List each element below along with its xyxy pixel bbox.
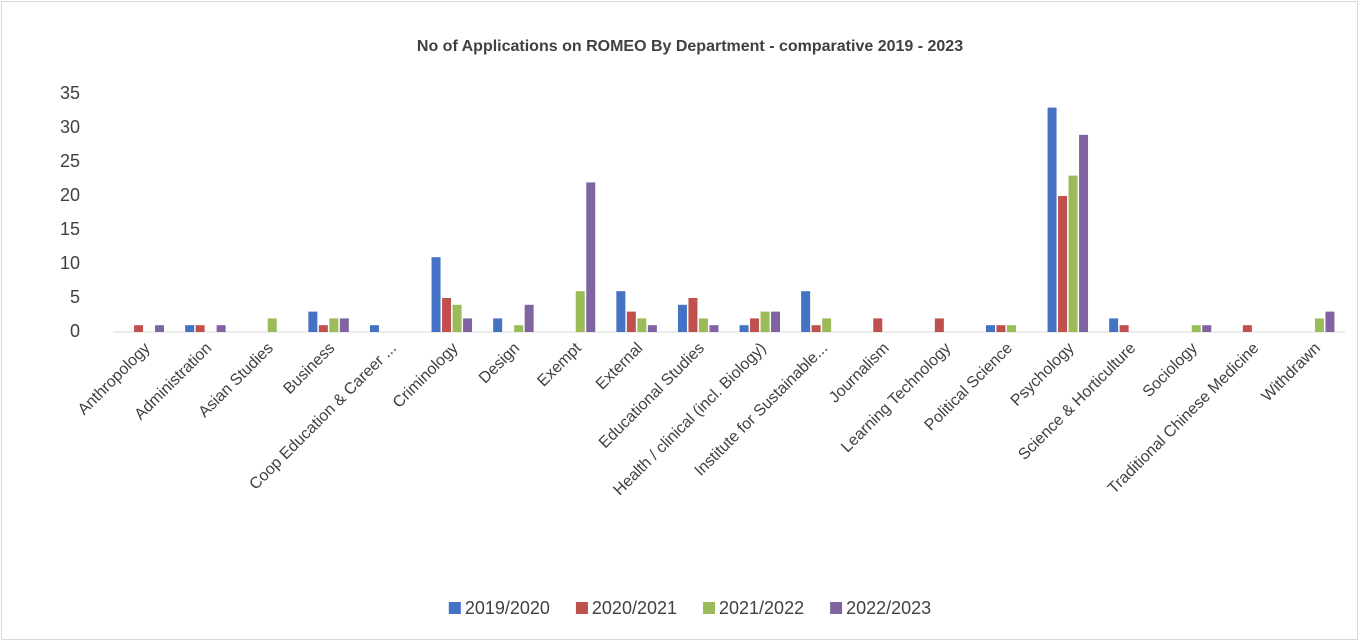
chart-title: No of Applications on ROMEO By Departmen… bbox=[417, 38, 963, 55]
bar bbox=[1325, 311, 1335, 332]
y-tick-label: 25 bbox=[60, 151, 80, 171]
y-tick-label: 15 bbox=[60, 219, 80, 239]
bar bbox=[431, 257, 441, 332]
bar bbox=[698, 318, 708, 332]
bar bbox=[514, 325, 524, 332]
bar bbox=[811, 325, 821, 332]
y-tick-label: 35 bbox=[60, 83, 80, 103]
bar bbox=[442, 298, 452, 332]
bar bbox=[760, 311, 770, 332]
legend-swatch bbox=[575, 602, 588, 614]
bar bbox=[452, 304, 462, 332]
bar bbox=[1109, 318, 1119, 332]
bar bbox=[308, 311, 318, 332]
bar bbox=[873, 318, 883, 332]
bar bbox=[463, 318, 473, 332]
bar bbox=[934, 318, 944, 332]
bar bbox=[822, 318, 832, 332]
bar bbox=[329, 318, 339, 332]
legend-label: 2021/2022 bbox=[719, 598, 804, 618]
legend-label: 2022/2023 bbox=[846, 598, 931, 618]
legend-swatch bbox=[703, 602, 715, 614]
bar bbox=[339, 318, 349, 332]
bar bbox=[739, 325, 749, 332]
bar bbox=[647, 325, 657, 332]
bar bbox=[1006, 325, 1016, 332]
bar bbox=[1314, 318, 1324, 332]
bar bbox=[677, 304, 687, 332]
bar bbox=[709, 325, 719, 332]
bar bbox=[575, 291, 585, 332]
bar bbox=[1242, 325, 1252, 332]
bar bbox=[185, 325, 195, 332]
bar bbox=[134, 325, 144, 332]
bar bbox=[1119, 325, 1129, 332]
bar bbox=[985, 325, 995, 332]
y-tick-label: 5 bbox=[70, 287, 80, 307]
legend-label: 2019/2020 bbox=[465, 598, 550, 618]
legend-swatch bbox=[830, 602, 843, 614]
bar bbox=[1202, 325, 1212, 332]
bar bbox=[318, 325, 328, 332]
bar bbox=[1047, 107, 1057, 332]
legend-label: 2020/2021 bbox=[592, 598, 677, 618]
bar bbox=[626, 311, 636, 332]
bar bbox=[771, 311, 781, 332]
legend-swatch bbox=[448, 602, 461, 614]
bar bbox=[616, 291, 626, 332]
bar bbox=[524, 304, 534, 332]
bar bbox=[1191, 325, 1201, 332]
bar bbox=[996, 325, 1006, 332]
y-tick-label: 20 bbox=[60, 185, 80, 205]
bar bbox=[155, 325, 165, 332]
bar bbox=[586, 182, 596, 332]
bar bbox=[216, 325, 226, 332]
bar bbox=[637, 318, 647, 332]
bar bbox=[750, 318, 760, 332]
bar bbox=[267, 318, 277, 332]
y-tick-label: 10 bbox=[60, 253, 80, 273]
y-tick-label: 30 bbox=[60, 117, 80, 137]
bar bbox=[688, 298, 698, 332]
bar bbox=[801, 291, 811, 332]
bar bbox=[1068, 175, 1078, 332]
bar bbox=[369, 325, 379, 332]
bar bbox=[195, 325, 205, 332]
bar bbox=[493, 318, 503, 332]
y-tick-label: 0 bbox=[70, 321, 80, 341]
bar bbox=[1079, 134, 1089, 332]
bar bbox=[1058, 196, 1068, 332]
